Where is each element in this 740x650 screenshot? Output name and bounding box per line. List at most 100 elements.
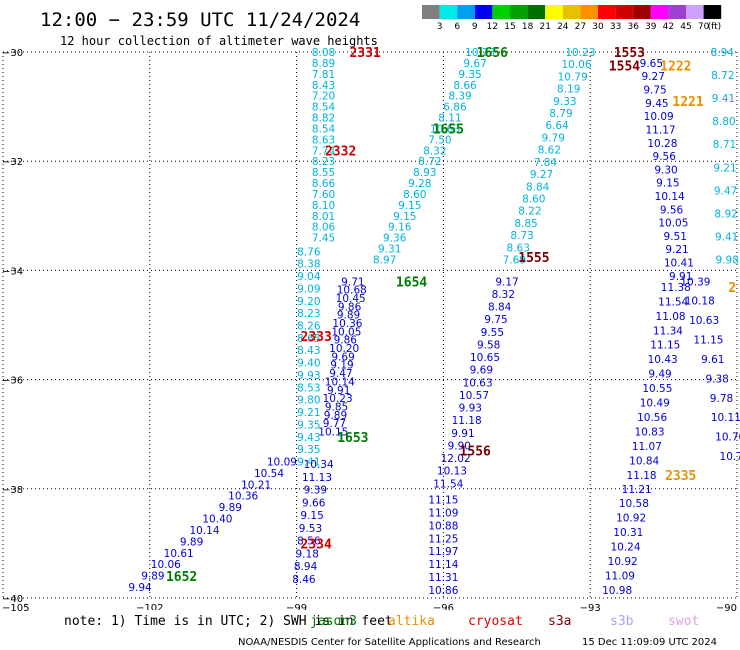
wave-height-value: 10.68 — [337, 285, 367, 297]
wave-height-value: 9.41 — [715, 231, 738, 243]
wave-height-value: 11.38 — [661, 282, 691, 294]
wave-height-value: 9.91 — [327, 385, 350, 397]
pass-time-label: 1556 — [460, 445, 491, 460]
wave-height-value: 9.91 — [451, 428, 474, 440]
pass-time-label: 1656 — [477, 46, 508, 61]
satellite-s3b: s3b — [610, 614, 634, 629]
wave-height-value: 8.43 — [297, 345, 320, 357]
wave-height-value: 8.39 — [448, 91, 471, 103]
pass-time-label: 2333 — [301, 330, 332, 345]
wave-height-value: 9.56 — [660, 204, 684, 216]
wave-height-value: 11.18 — [452, 415, 482, 427]
colorbar-label: 39 — [645, 22, 657, 32]
wave-height-value: 9.90 — [448, 440, 471, 452]
colorbar-label: 42 — [663, 22, 674, 32]
wave-height-value: 9.15 — [398, 200, 421, 212]
wave-height-value: 6.86 — [443, 102, 467, 114]
wave-height-value: 9.89 — [219, 502, 242, 514]
pass-time-label: 2334 — [301, 537, 332, 552]
wave-height-value: 9.15 — [300, 510, 323, 522]
wave-height-value: 9.55 — [481, 327, 504, 339]
wave-height-value: 10.15 — [318, 426, 348, 438]
pass-time-label: 2 — [728, 281, 736, 296]
wave-height-value: 10.05 — [658, 218, 688, 230]
wave-height-value: 10.36 — [332, 318, 362, 330]
wave-height-value: 11.15 — [428, 495, 458, 507]
wave-height-value: 9.75 — [484, 314, 507, 326]
wave-height-value: 10.40 — [202, 514, 232, 526]
wave-height-value: 11.97 — [428, 546, 458, 558]
satellite-cryosat: cryosat — [468, 614, 523, 629]
satellite-swot: swot — [668, 614, 699, 629]
wave-height-value: 8.10 — [312, 200, 335, 212]
chart-title: 12:00 − 23:59 UTC 11/24/2024 — [40, 9, 360, 31]
wave-height-value: 10.05 — [331, 326, 361, 338]
pass-time-label: 2335 — [665, 469, 696, 484]
wave-height-value: 8.32 — [492, 289, 515, 301]
wave-height-value: 11.09 — [605, 570, 635, 582]
wave-height-value: 10.39 — [680, 276, 710, 288]
satellite-jason3: jason3 — [310, 614, 357, 629]
wave-height-value: 9.35 — [297, 419, 320, 431]
colorbar-swatch — [686, 5, 704, 19]
colorbar-label: (ft) — [708, 22, 722, 32]
wave-height-value: 10.45 — [336, 293, 366, 305]
colorbar-label: 21 — [539, 22, 550, 32]
wave-height-value: 10.14 — [325, 376, 355, 388]
x-axis-ticks: −105 −102 −99 −96 −93 −90 — [2, 603, 737, 614]
wave-height-value: 10.23 — [465, 47, 495, 59]
wave-height-value: 8.63 — [507, 242, 530, 254]
wave-height-value: 8.60 — [403, 189, 426, 201]
wave-height-value: 8.60 — [522, 193, 545, 205]
y-tick-label: −36 — [2, 376, 23, 387]
wave-height-value: 9.28 — [408, 178, 431, 190]
y-tick-label: −34 — [2, 266, 23, 277]
wave-height-value: 9.30 — [654, 164, 677, 176]
wave-height-value: 10.83 — [634, 427, 664, 439]
wave-height-value: 9.17 — [495, 276, 518, 288]
wave-height-value: 10.43 — [648, 354, 678, 366]
pass-time-label: 1553 — [614, 46, 645, 61]
wave-height-value: 9.85 — [325, 401, 348, 413]
satellite-s3a: s3a — [548, 614, 571, 629]
y-axis-ticks: −30 −32 −34 −36 −38 −40 — [2, 48, 23, 605]
wave-height-value: 9.21 — [665, 244, 688, 256]
colorbar-swatch — [562, 5, 581, 19]
wave-height-value: 9.86 — [338, 301, 362, 313]
wave-height-value: 8.79 — [549, 108, 572, 120]
wave-height-value: 10.13 — [437, 466, 467, 478]
colorbar-label: 27 — [575, 22, 586, 32]
wave-height-value: 9.21 — [713, 162, 736, 174]
wave-height-value: 9.27 — [642, 71, 665, 83]
x-tick-label: −105 — [2, 603, 29, 614]
pass-time-label: 2332 — [325, 144, 356, 159]
colorbar: 3 6 9 12 15 18 21 24 27 30 33 36 39 42 45 70(ft) — [422, 5, 722, 32]
wave-height-value: 8.84 — [526, 181, 550, 193]
wave-height-value: 10.98 — [602, 585, 632, 597]
colorbar-label: 6 — [454, 22, 460, 32]
wave-height-value: 9.94 — [128, 582, 152, 594]
wave-height-value: 9.36 — [383, 233, 407, 245]
y-tick-label: −38 — [2, 485, 23, 496]
wave-height-value: 8.72 — [711, 70, 734, 82]
wave-height-value: 10.14 — [655, 191, 685, 203]
colorbar-swatch — [422, 5, 440, 19]
wave-height-value: 10.54 — [254, 468, 284, 480]
colorbar-label: 3 — [437, 22, 443, 32]
colorbar-label: 9 — [472, 22, 478, 32]
wave-height-value: 8.63 — [312, 134, 335, 146]
wave-height-value: 9.58 — [477, 339, 500, 351]
wave-height-value: 8.23 — [312, 156, 335, 168]
wave-height-value: 10.79 — [558, 71, 588, 83]
wave-height-value: 9.35 — [297, 444, 320, 456]
wave-height-value: 9.71 — [341, 276, 364, 288]
pass-time-label: 1554 — [609, 60, 640, 75]
wave-height-value: 7.45 — [312, 233, 335, 245]
pass-time-label: 1652 — [166, 570, 197, 585]
wave-height-value: 9.33 — [553, 96, 576, 108]
plot-area: −30−32−34−36−38−40 −105 −102 −99 −96 −93 −90 … — [2, 46, 740, 614]
wave-height-value: 11.18 — [627, 470, 657, 482]
wave-height-value: 8.46 — [292, 574, 316, 586]
colorbar-swatch — [580, 5, 598, 19]
